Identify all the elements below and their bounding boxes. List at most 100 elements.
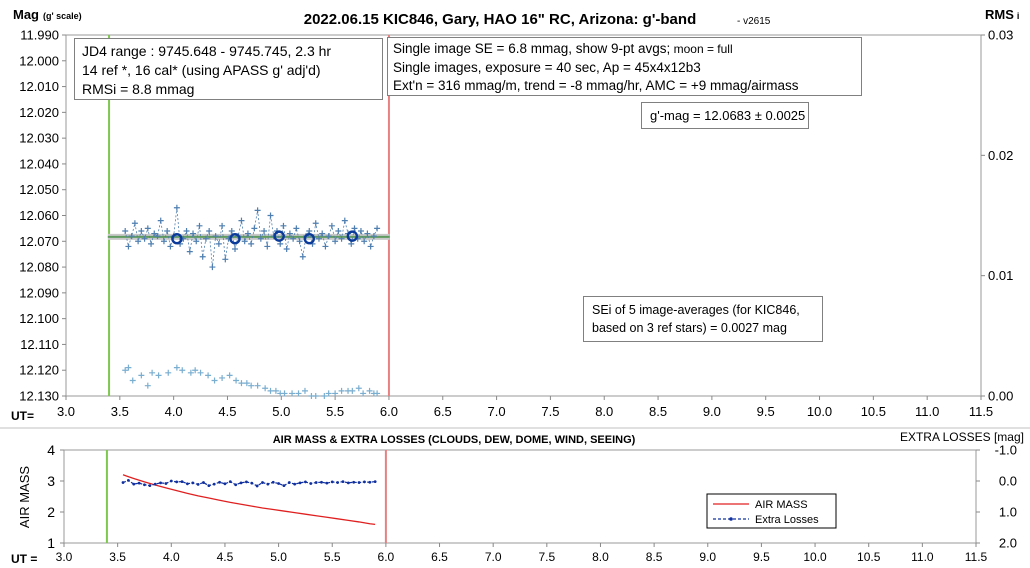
upper-x-tick-label: 4.5	[218, 404, 236, 419]
upper-reference-point	[122, 367, 129, 374]
upper-y2-tick-label: 0.03	[988, 28, 1013, 43]
upper-individual-point	[138, 227, 145, 234]
upper-individual-point	[167, 243, 174, 250]
upper-individual-point	[277, 240, 284, 247]
upper-individual-point	[367, 243, 374, 250]
upper-x-tick-label: 10.0	[807, 404, 832, 419]
upper-y-tick-label: 11.990	[20, 28, 59, 43]
upper-reference-point	[233, 377, 240, 384]
lower-losses-point	[255, 484, 259, 488]
upper-individual-point	[374, 225, 381, 232]
lower-losses-point	[357, 481, 361, 484]
upper-reference-point	[238, 380, 245, 387]
lower-x-tick-label: 7.5	[538, 550, 555, 564]
upper-y2-label-sub: i	[1017, 11, 1020, 21]
lower-y2-tick-label: 0.0	[999, 474, 1017, 489]
upper-reference-point	[374, 390, 381, 397]
lower-losses-point	[180, 480, 184, 484]
upper-individual-point	[238, 217, 245, 224]
upper-y-tick-label: 12.050	[19, 182, 59, 197]
lower-legend: AIR MASS Extra Losses	[706, 493, 837, 529]
lower-losses-point	[293, 482, 297, 486]
upper-individual-point	[319, 230, 326, 237]
upper-x-tick-label: 11.5	[969, 404, 993, 419]
lower-losses-point	[277, 482, 280, 485]
lower-losses-point	[169, 479, 173, 483]
upper-individual-point	[128, 233, 135, 240]
lower-losses-point	[341, 480, 345, 484]
upper-y-tick-label: 12.030	[19, 131, 59, 146]
lower-losses-point	[309, 482, 313, 485]
upper-individual-point	[251, 225, 258, 232]
sei-box: SEi of 5 image-averages (for KIC846, bas…	[583, 296, 823, 342]
upper-y-label-sub: (g' scale)	[43, 11, 82, 21]
lower-y2-tick-label: 2.0	[999, 536, 1017, 551]
upper-individual-point	[219, 222, 226, 229]
lower-losses-point	[352, 480, 356, 484]
upper-individual-point	[332, 238, 339, 245]
upper-individual-point	[209, 264, 216, 271]
lower-losses-point	[191, 481, 195, 485]
lower-y-tick-label: 3	[47, 473, 55, 489]
upper-individual-point	[151, 230, 158, 237]
lower-losses-point	[271, 480, 275, 484]
lower-losses-point	[336, 481, 339, 484]
upper-individual-point	[341, 217, 348, 224]
lower-x-tick-label: 3.5	[109, 550, 126, 564]
lower-x-tick-label: 4.5	[217, 550, 234, 564]
info-line-extinction: Ext'n = 316 mmag/m, trend = -8 mmag/hr, …	[393, 78, 799, 93]
lower-losses-point	[298, 481, 302, 485]
upper-individual-point	[315, 235, 322, 242]
lower-losses-point	[368, 480, 372, 484]
lower-losses-point	[212, 482, 216, 486]
upper-reference-point	[144, 382, 151, 389]
upper-x-tick-label: 4.0	[165, 404, 183, 419]
upper-reference-point	[173, 364, 180, 371]
upper-average-point	[229, 233, 241, 245]
lower-x-tick-label: 5.5	[324, 550, 341, 564]
upper-reference-point	[332, 390, 339, 397]
legend-losses-marker	[729, 517, 733, 521]
upper-individual-point	[202, 235, 209, 242]
upper-individual-point	[299, 253, 306, 260]
upper-individual-point	[283, 246, 290, 253]
upper-individual-point	[196, 222, 203, 229]
upper-reference-point	[125, 364, 132, 371]
upper-individual-point	[254, 207, 261, 214]
upper-individual-point	[154, 233, 161, 240]
lower-losses-point	[218, 480, 221, 484]
gmag-box: g'-mag = 12.0683 ± 0.0025	[641, 102, 809, 129]
lower-chart: AIR MASS & EXTRA LOSSES (CLOUDS, DEW, DO…	[0, 427, 1030, 566]
lower-y2-tick-label: -1.0	[995, 443, 1017, 458]
lower-losses-point	[266, 482, 270, 486]
lower-losses-point	[148, 484, 152, 488]
upper-individual-point	[173, 204, 180, 211]
lower-losses-point	[363, 480, 366, 484]
upper-reference-point	[325, 390, 332, 397]
upper-individual-point	[257, 235, 264, 242]
lower-losses-point	[239, 481, 243, 485]
lower-y-tick-label: 2	[47, 504, 55, 520]
upper-reference-point	[295, 390, 302, 397]
lower-x-tick-label: 11.5	[965, 550, 988, 564]
lower-losses-point	[132, 482, 136, 486]
rmsi-line: RMSi = 8.8 mmag	[82, 81, 195, 97]
upper-individual-point	[370, 233, 377, 240]
upper-individual-point	[193, 238, 200, 245]
upper-individual-point	[232, 246, 239, 253]
lower-marks	[105, 450, 387, 543]
lower-y2-label: EXTRA LOSSES [mag]	[900, 430, 1024, 444]
upper-axes: 3.0 3.5 4.0 4.5 5.0 5.5 6.0 6.5 7.0 7.5 8.0 8.5 9.0 9…	[19, 28, 1013, 420]
lower-chart-title: AIR MASS & EXTRA LOSSES (CLOUDS, DEW, DO…	[273, 434, 636, 446]
upper-reference-point	[165, 369, 172, 376]
upper-marks	[107, 35, 390, 399]
lower-losses-point	[196, 483, 200, 486]
upper-reference-point	[360, 390, 367, 397]
upper-chart-version: - v2615	[737, 16, 771, 27]
upper-x-tick-label: 11.0	[915, 404, 939, 419]
upper-reference-point	[289, 390, 296, 397]
sei-line-1: SEi of 5 image-averages (for KIC846,	[592, 303, 800, 317]
upper-individual-point	[361, 238, 368, 245]
upper-reference-point	[267, 387, 274, 394]
legend-box	[706, 493, 837, 529]
